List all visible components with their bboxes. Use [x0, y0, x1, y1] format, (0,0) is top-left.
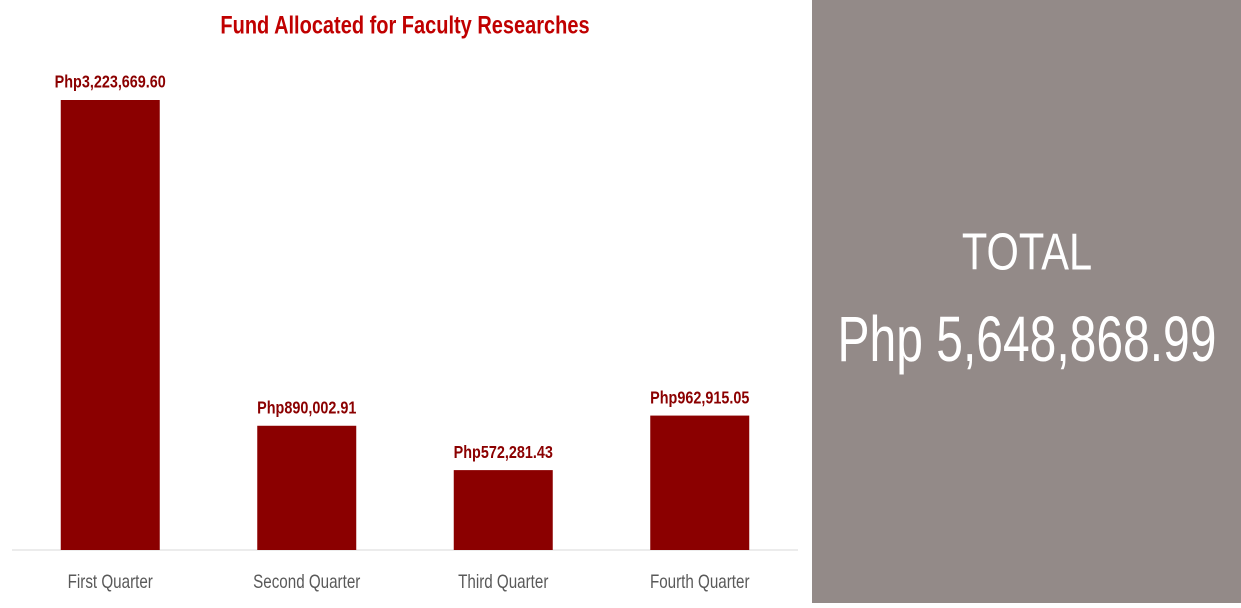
total-label: TOTAL	[962, 222, 1092, 281]
bar	[453, 470, 553, 550]
bar	[60, 100, 160, 550]
x-tick-label: Second Quarter	[253, 570, 360, 592]
total-value: Php 5,648,868.99	[838, 303, 1217, 374]
total-panel	[812, 0, 1241, 603]
x-tick-label: Fourth Quarter	[650, 570, 750, 592]
chart-title: Fund Allocated for Faculty Researches	[220, 12, 589, 40]
bar	[257, 425, 357, 550]
x-tick-label: Third Quarter	[458, 570, 549, 592]
x-tick-label: First Quarter	[68, 570, 153, 592]
value-label: Php890,002.91	[257, 398, 356, 418]
bar	[650, 415, 750, 550]
value-label: Php572,281.43	[454, 442, 553, 462]
value-label: Php962,915.05	[650, 388, 749, 408]
value-label: Php3,223,669.60	[55, 72, 166, 92]
